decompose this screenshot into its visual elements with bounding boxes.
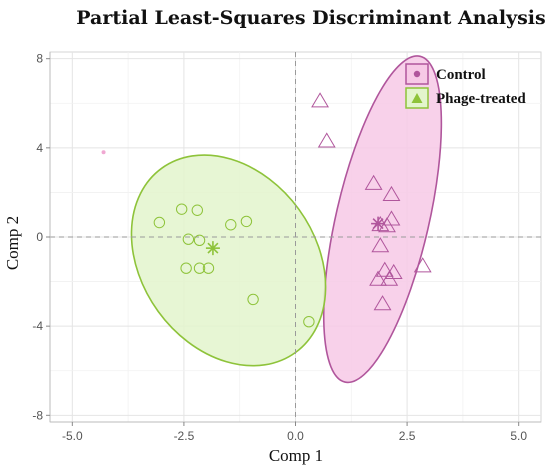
data-point-phage-treated (303, 315, 315, 328)
data-point-phage-treated (202, 262, 215, 274)
y-tick-label: -4 (32, 319, 43, 333)
axis-ticks: -5.0 -2.5 0.0 2.5 5.0 -8 -4 0 4 8 (32, 52, 541, 443)
data-point-phage-treated (153, 216, 166, 229)
data-point-control (375, 261, 394, 277)
centroid-control-stroke (372, 218, 384, 230)
data-points (101, 92, 432, 328)
data-point-control (369, 270, 388, 286)
y-axis-label: Comp 2 (3, 216, 22, 270)
legend-symbol-triangle (411, 93, 423, 103)
data-point-phage-treated (193, 234, 206, 247)
x-tick-label: -2.5 (174, 429, 195, 443)
x-tick-label: 2.5 (399, 429, 416, 443)
y-tick-label: 0 (36, 230, 43, 244)
legend: Control Phage-treated (405, 63, 526, 109)
data-point-control (382, 185, 401, 202)
data-point-control (317, 132, 336, 148)
data-point-control (311, 92, 329, 108)
data-point-control (378, 217, 396, 233)
data-point-control (373, 295, 392, 311)
y-tick-label: -8 (32, 408, 43, 422)
x-axis-label: Comp 1 (269, 446, 323, 465)
data-point-control (413, 257, 432, 273)
centroid-control (371, 216, 386, 231)
data-point-phage-treated (175, 203, 188, 215)
data-point-control (371, 237, 390, 253)
data-point-control (364, 174, 383, 190)
legend-label: Control (436, 67, 486, 83)
reference-lines (50, 52, 541, 422)
data-point-phage-treated (247, 293, 259, 306)
y-tick-label: 8 (36, 52, 43, 66)
stray-dot (101, 150, 106, 155)
legend-label: Phage-treated (436, 91, 526, 107)
x-tick-label: 5.0 (510, 429, 527, 443)
centroid-phage-treated (205, 241, 220, 256)
data-point-phage-treated (182, 233, 195, 245)
data-point-phage-treated (225, 219, 237, 231)
chart-title: Partial Least-Squares Discriminant Analy… (76, 7, 545, 29)
data-point-phage-treated (193, 262, 206, 274)
data-point-phage-treated (180, 262, 192, 274)
data-point-phage-treated (191, 204, 204, 216)
legend-symbol-circle (413, 70, 421, 78)
centroid-phage-treated-stroke (207, 242, 219, 254)
x-tick-label: -5.0 (62, 429, 83, 443)
x-tick-label: 0.0 (287, 429, 304, 443)
data-point-phage-treated (240, 215, 253, 228)
data-point-control (380, 270, 399, 286)
y-tick-label: 4 (36, 141, 43, 155)
